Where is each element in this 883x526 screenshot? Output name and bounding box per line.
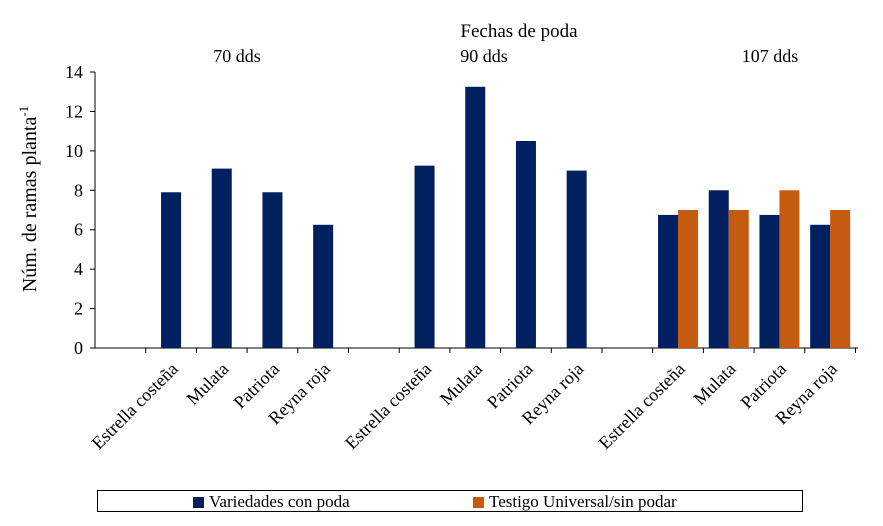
bar	[161, 192, 182, 348]
bar	[728, 210, 749, 348]
bar	[515, 141, 536, 348]
y-tick-label: 14	[65, 62, 83, 82]
x-tick-label: Mulata	[182, 359, 232, 409]
bar	[678, 210, 699, 348]
x-tick-label: Estrella costeña	[595, 359, 689, 453]
bar	[810, 224, 831, 348]
group-label: 90 dds	[460, 46, 508, 66]
legend-label-testigo: Testigo Universal/sin podar	[489, 492, 677, 511]
y-tick-label: 6	[74, 220, 83, 240]
bar	[566, 170, 587, 348]
legend: Variedades con poda Testigo Universal/si…	[97, 490, 803, 512]
y-tick-label: 12	[65, 101, 83, 121]
bar	[779, 190, 800, 348]
legend-swatch-variedades	[193, 496, 204, 508]
legend-label-variedades: Variedades con poda	[209, 492, 350, 511]
y-axis-label: Núm. de ramas planta-1	[16, 106, 41, 292]
bar	[759, 214, 780, 348]
legend-swatch-testigo	[473, 496, 484, 508]
bar	[465, 86, 486, 349]
y-tick-label: 2	[74, 299, 83, 319]
bar	[211, 168, 232, 348]
y-tick-label: 4	[74, 259, 83, 279]
bar	[708, 190, 729, 348]
y-axis-label-text: Núm. de ramas planta	[19, 117, 41, 293]
chart-title: Fechas de poda	[460, 21, 578, 42]
bar	[830, 210, 851, 348]
bar	[313, 224, 334, 348]
bar	[658, 214, 679, 348]
x-tick-label: Mulata	[436, 359, 486, 409]
legend-item-variedades: Variedades con poda	[193, 493, 350, 511]
bar	[262, 192, 283, 348]
x-tick-label: Mulata	[689, 359, 739, 409]
y-axis-label-superscript: -1	[16, 106, 31, 117]
y-tick-label: 0	[74, 338, 83, 358]
y-tick-label: 10	[65, 141, 83, 161]
x-tick-label: Estrella costeña	[88, 359, 182, 453]
y-tick-label: 8	[74, 180, 83, 200]
group-label: 70 dds	[213, 46, 261, 66]
legend-item-testigo: Testigo Universal/sin podar	[473, 493, 677, 511]
bar	[414, 165, 435, 348]
group-label: 107 dds	[742, 46, 799, 66]
x-tick-label: Estrella costeña	[341, 359, 435, 453]
